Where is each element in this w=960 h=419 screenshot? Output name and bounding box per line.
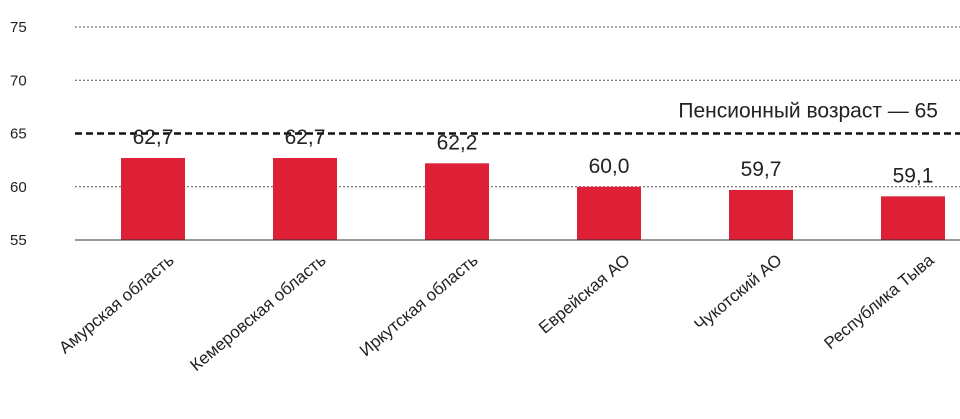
reference-layer: Пенсионный возраст — 65	[75, 100, 960, 135]
data-label: 59,1	[893, 164, 934, 187]
category-label: Республика Тыва	[820, 250, 938, 353]
bars-layer	[121, 157, 945, 240]
axis-layer: 55 60 65 70 75	[10, 19, 960, 249]
y-tick-label: 70	[10, 72, 27, 89]
data-label: 59,7	[741, 158, 782, 181]
bar	[577, 186, 641, 240]
bar	[273, 157, 337, 240]
bar	[425, 163, 489, 240]
category-label: Еврейская АО	[535, 251, 634, 338]
y-tick-label: 75	[10, 19, 27, 36]
category-label: Иркутская область	[356, 250, 482, 360]
pension-age-reference-label: Пенсионный возраст — 65	[678, 100, 938, 123]
category-label: Кемеровская область	[186, 250, 329, 374]
data-label: 62,2	[437, 131, 478, 154]
y-tick-label: 55	[10, 232, 27, 249]
y-tick-label: 60	[10, 179, 27, 196]
bar	[121, 157, 185, 240]
y-tick-label: 65	[10, 126, 27, 143]
category-label: Амурская область	[55, 250, 177, 357]
category-labels-layer: Амурская область Кемеровская область Иркут…	[55, 250, 938, 375]
data-labels-layer: 62,7 62,7 62,2 60,0 59,7 59,1	[133, 126, 934, 187]
bar	[881, 196, 945, 240]
data-label: 62,7	[285, 126, 326, 149]
grid-layer	[75, 26, 960, 188]
category-label: Чукотский АО	[691, 251, 786, 335]
data-label: 60,0	[589, 155, 630, 178]
data-label: 62,7	[133, 126, 174, 149]
bar	[729, 189, 793, 240]
